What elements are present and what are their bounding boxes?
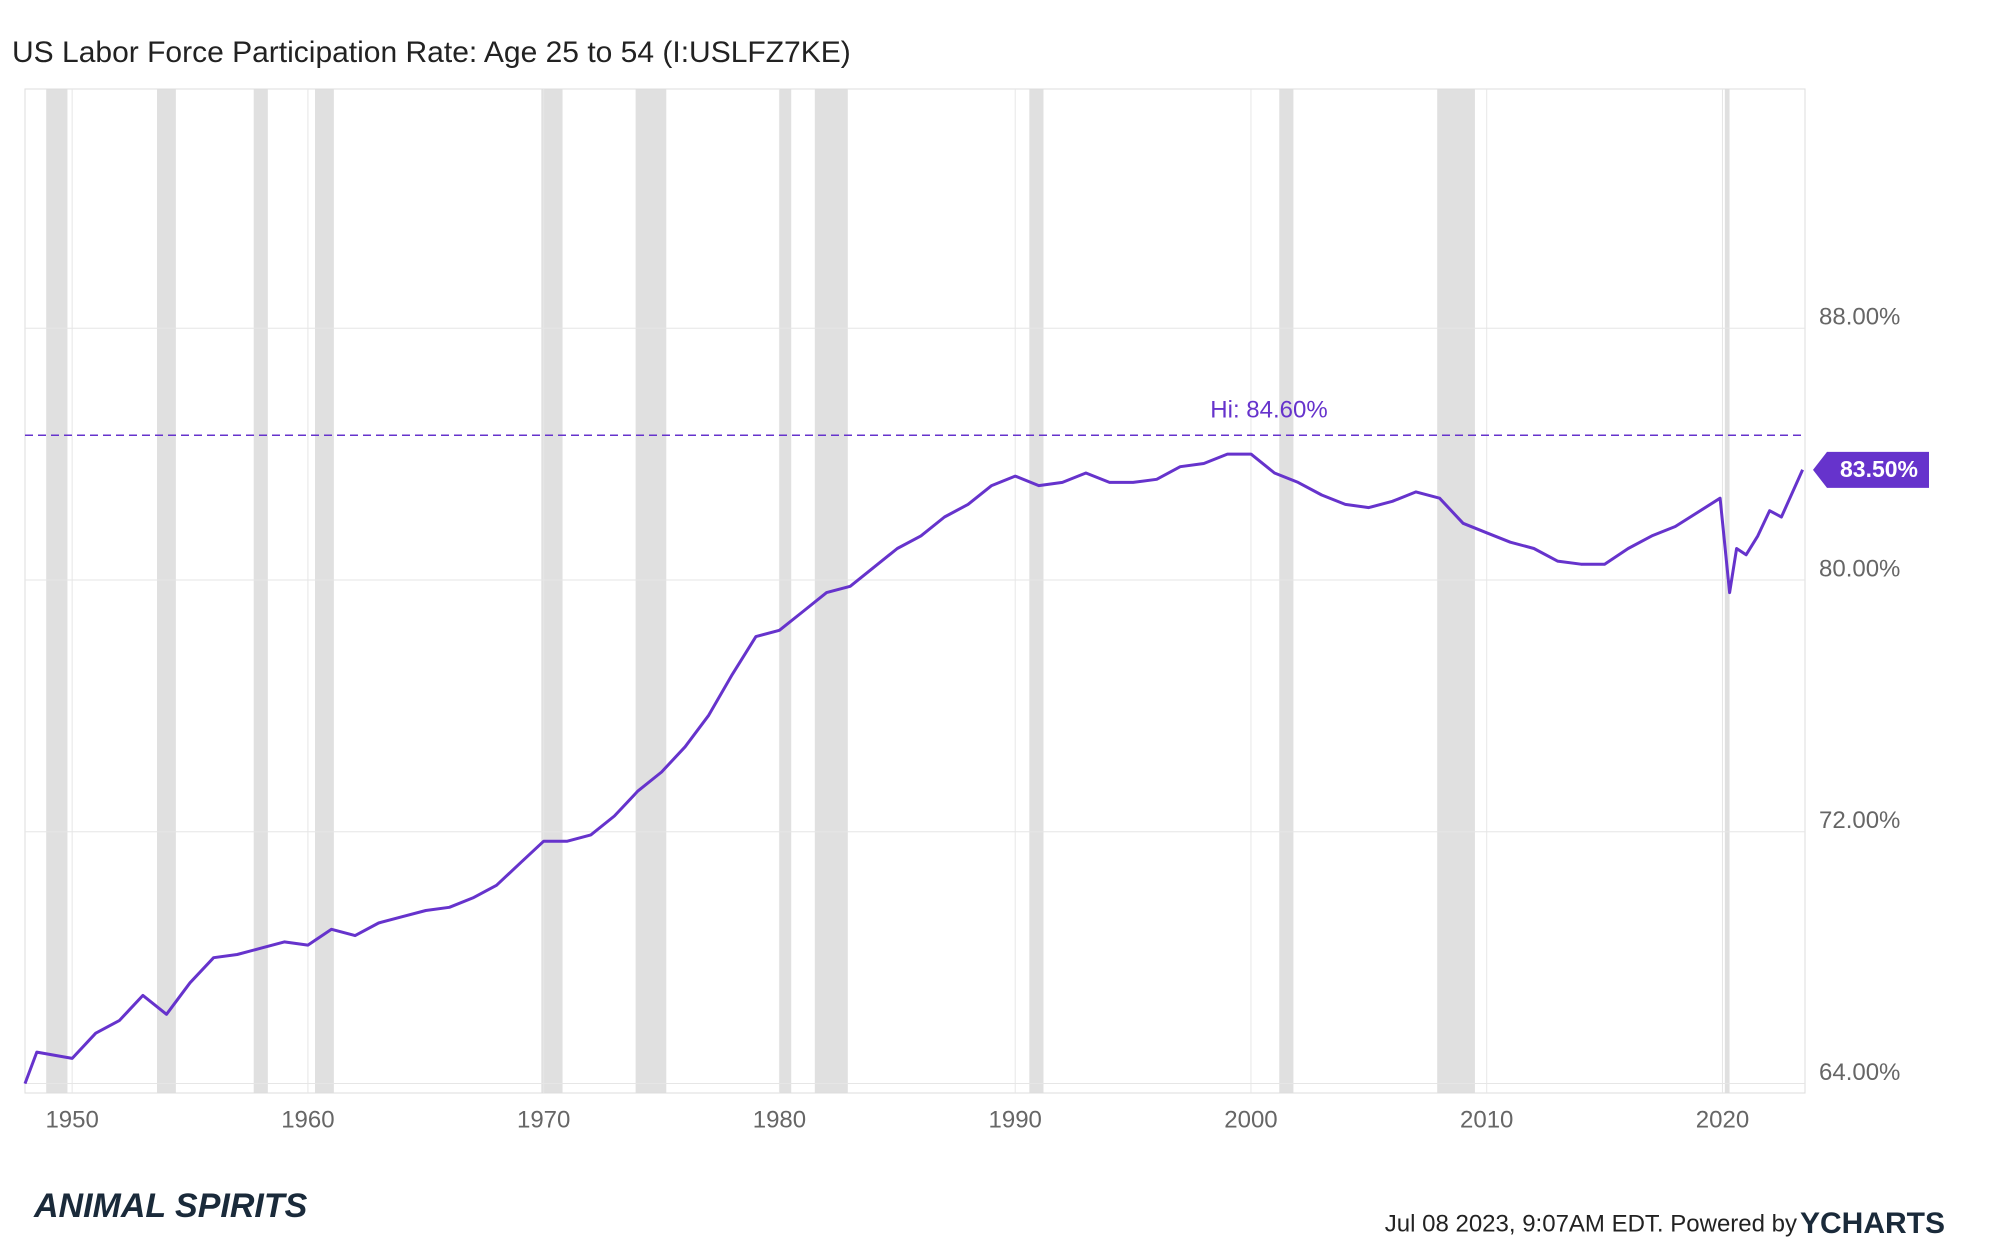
logo: ANIMAL SPIRITS: [33, 1187, 308, 1225]
recession-band: [157, 89, 176, 1093]
x-tick-label: 2010: [1460, 1106, 1513, 1133]
recession-band: [1724, 89, 1730, 1093]
x-tick-label: 1990: [989, 1106, 1042, 1133]
recession-band: [1279, 89, 1294, 1093]
recession-band: [253, 89, 268, 1093]
x-tick-label: 2000: [1224, 1106, 1277, 1133]
x-tick-label: 1950: [45, 1106, 98, 1133]
high-label: Hi: 84.60%: [1210, 397, 1327, 424]
y-tick-label: 80.00%: [1819, 555, 1900, 582]
brand: YCHARTS: [1800, 1207, 1945, 1240]
recession-band: [46, 89, 68, 1093]
recession-band: [314, 89, 334, 1093]
x-tick-label: 2020: [1696, 1106, 1749, 1133]
x-tick-label: 1980: [753, 1106, 806, 1133]
y-tick-label: 64.00%: [1819, 1059, 1900, 1086]
chart-title: US Labor Force Participation Rate: Age 2…: [12, 36, 851, 69]
x-tick-label: 1970: [517, 1106, 570, 1133]
recession-band: [541, 89, 563, 1093]
recession-band: [1029, 89, 1044, 1093]
x-tick-label: 1960: [281, 1106, 334, 1133]
last-value-label: 83.50%: [1840, 456, 1918, 482]
timestamp: Jul 08 2023, 9:07AM EDT. Powered by: [1385, 1210, 1797, 1237]
recession-band: [779, 89, 792, 1093]
data-line: [23, 452, 1804, 1085]
y-tick-label: 88.00%: [1819, 304, 1900, 331]
plot-frame: [24, 88, 1806, 1094]
recession-band: [635, 89, 667, 1093]
y-tick-label: 72.00%: [1819, 807, 1900, 834]
recession-band: [1437, 89, 1475, 1093]
last-value-tag: [1813, 451, 1929, 488]
